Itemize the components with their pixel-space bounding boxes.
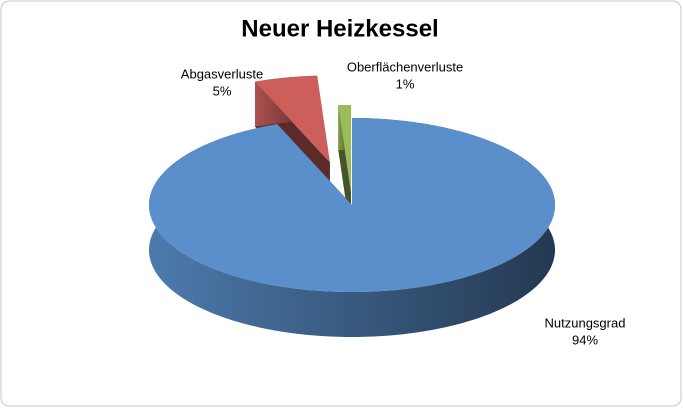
slice-value-label: 1% [396,76,415,91]
slice-label: Oberflächenverluste [347,59,463,74]
slice-label: Nutzungsgrad [545,315,626,330]
slice-label: Abgasverluste [181,66,263,81]
slice-value-label: 5% [213,83,232,98]
chart-title: Neuer Heizkessel [241,15,438,42]
slice-value-label: 94% [572,332,598,347]
slice [255,75,330,163]
slice [338,104,352,192]
slice [149,118,555,292]
